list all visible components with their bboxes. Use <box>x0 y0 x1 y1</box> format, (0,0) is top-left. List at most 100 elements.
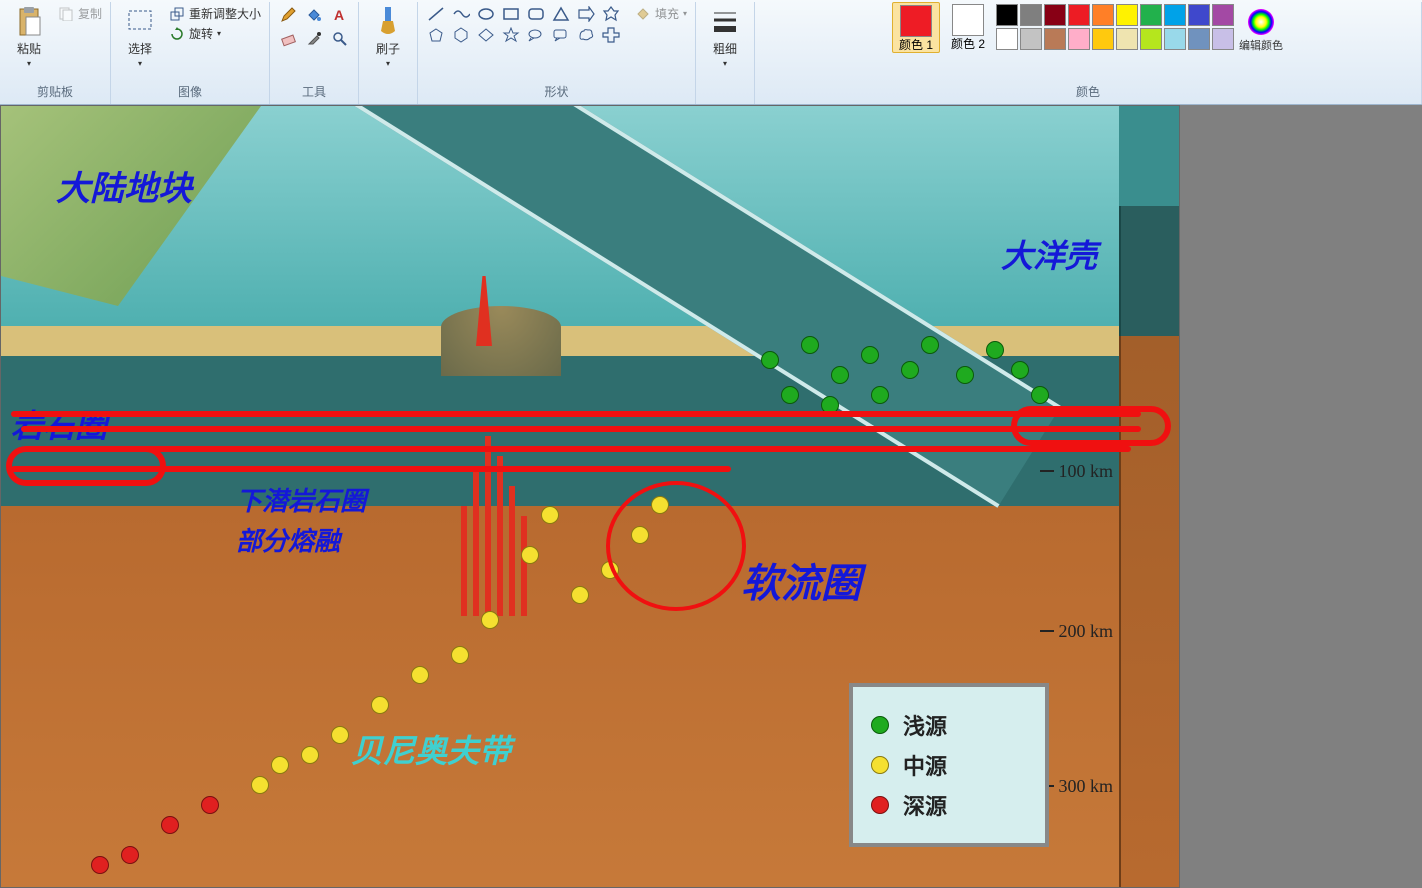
shallow-quake-dot <box>1031 386 1049 404</box>
shallow-quake-dot <box>861 346 879 364</box>
depth-tick-300: 300 km <box>1058 776 1113 797</box>
palette-swatch[interactable] <box>996 28 1018 50</box>
palette-swatch[interactable] <box>1212 4 1234 26</box>
thickness-icon <box>709 6 741 38</box>
annotation-circle <box>606 481 746 611</box>
shape-fill-button[interactable]: 填充 ▾ <box>633 4 689 23</box>
palette-swatch[interactable] <box>1020 28 1042 50</box>
palette-swatch[interactable] <box>1092 4 1114 26</box>
group-brush: 刷子 ▾ <box>359 2 418 104</box>
color1-button[interactable]: 颜色 1 <box>892 2 940 53</box>
dropdown-icon: ▾ <box>27 59 31 68</box>
color2-swatch <box>952 4 984 36</box>
palette-swatch[interactable] <box>1188 28 1210 50</box>
label-lithosphere: 岩石圈 <box>11 401 107 447</box>
shape-gallery[interactable] <box>424 2 623 45</box>
dropdown-icon: ▾ <box>723 59 727 68</box>
thickness-button[interactable]: 粗细 ▾ <box>702 2 748 68</box>
dropdown-icon: ▾ <box>138 59 142 68</box>
block-side-ocean <box>1119 106 1179 206</box>
palette-swatch[interactable] <box>1164 28 1186 50</box>
group-image: 选择 ▾ 重新调整大小 旋转 ▾ 图像 <box>111 2 270 104</box>
annotation-stroke <box>6 446 166 486</box>
label-asthenosphere: 软流圈 <box>741 551 861 609</box>
shallow-quake-dot <box>901 361 919 379</box>
zoom-tool[interactable] <box>328 28 352 50</box>
label-partial-melt: 部分熔融 <box>236 521 340 558</box>
palette-swatch[interactable] <box>996 4 1018 26</box>
palette-swatch[interactable] <box>1068 28 1090 50</box>
label-continental-block: 大陆地块 <box>56 161 192 210</box>
edit-colors-button[interactable]: 编辑颜色 <box>1238 2 1284 52</box>
group-label-clipboard: 剪贴板 <box>37 83 73 104</box>
legend-deep: 深源 <box>871 789 1027 821</box>
palette-swatch[interactable] <box>1140 4 1162 26</box>
canvas-area[interactable]: 100 km 200 km 300 km 大陆地块 大洋壳 岩石圈 下潜岩石圈 … <box>0 105 1422 888</box>
thickness-label: 粗细 <box>713 40 737 57</box>
palette-swatch[interactable] <box>1068 4 1090 26</box>
picker-tool[interactable] <box>302 28 326 50</box>
shallow-quake-dot <box>1011 361 1029 379</box>
color2-label: 颜色 2 <box>951 38 985 51</box>
svg-text:A: A <box>334 7 344 23</box>
rotate-button[interactable]: 旋转 ▾ <box>167 24 263 43</box>
shallow-quake-dot <box>761 351 779 369</box>
intermediate-quake-dot <box>541 506 559 524</box>
palette-swatch[interactable] <box>1164 4 1186 26</box>
group-thickness: 粗细 ▾ <box>696 2 755 104</box>
palette-swatch[interactable] <box>1188 4 1210 26</box>
pencil-tool[interactable] <box>276 4 300 26</box>
annotation-stroke <box>21 426 1141 432</box>
group-label-image: 图像 <box>178 83 202 104</box>
color1-swatch <box>900 5 932 37</box>
label-subducting-slab: 下潜岩石圈 <box>236 481 366 518</box>
intermediate-quake-dot <box>371 696 389 714</box>
edit-colors-icon <box>1245 6 1277 38</box>
group-tools: A 工具 <box>270 2 359 104</box>
deep-quake-dot <box>161 816 179 834</box>
block-side-crust <box>1119 206 1179 336</box>
fill-label: 填充 <box>655 5 679 22</box>
palette-swatch[interactable] <box>1092 28 1114 50</box>
palette-swatch[interactable] <box>1044 28 1066 50</box>
shallow-quake-dot <box>831 366 849 384</box>
deep-quake-dot <box>91 856 109 874</box>
edit-colors-label: 编辑颜色 <box>1239 40 1283 52</box>
group-label-colors: 颜色 <box>1076 83 1100 104</box>
paste-icon <box>13 6 45 38</box>
color1-label: 颜色 1 <box>899 39 933 52</box>
palette-swatch[interactable] <box>1116 28 1138 50</box>
group-shapes: 填充 ▾ 形状 <box>418 2 696 104</box>
shallow-quake-dot <box>956 366 974 384</box>
intermediate-quake-dot <box>251 776 269 794</box>
select-button[interactable]: 选择 ▾ <box>117 2 163 68</box>
resize-button[interactable]: 重新调整大小 <box>167 4 263 23</box>
deep-quake-dot <box>121 846 139 864</box>
intermediate-quake-dot <box>521 546 539 564</box>
resize-label: 重新调整大小 <box>189 5 261 22</box>
palette-swatch[interactable] <box>1116 4 1138 26</box>
shallow-quake-dot <box>781 386 799 404</box>
intermediate-quake-dot <box>481 611 499 629</box>
palette-swatch[interactable] <box>1044 4 1066 26</box>
label-oceanic-crust: 大洋壳 <box>1001 231 1097 277</box>
paste-button[interactable]: 粘贴 ▾ <box>6 2 52 68</box>
palette-swatch[interactable] <box>1020 4 1042 26</box>
palette-swatch[interactable] <box>1140 28 1162 50</box>
color-palette <box>996 2 1234 50</box>
dropdown-icon: ▾ <box>386 59 390 68</box>
depth-tick-100: 100 km <box>1058 461 1113 482</box>
palette-swatch[interactable] <box>1212 28 1234 50</box>
fill-tool[interactable] <box>302 4 326 26</box>
brush-icon <box>372 6 404 38</box>
copy-button[interactable]: 复制 <box>56 4 104 23</box>
legend-box: 浅源 中源 深源 <box>849 683 1049 847</box>
annotation-stroke <box>31 446 1131 452</box>
brush-button[interactable]: 刷子 ▾ <box>365 2 411 68</box>
shallow-quake-dot <box>801 336 819 354</box>
color2-button[interactable]: 颜色 2 <box>944 2 992 51</box>
shallow-quake-dot <box>921 336 939 354</box>
eraser-tool[interactable] <box>276 28 300 50</box>
deep-quake-dot <box>201 796 219 814</box>
text-tool[interactable]: A <box>328 4 352 26</box>
